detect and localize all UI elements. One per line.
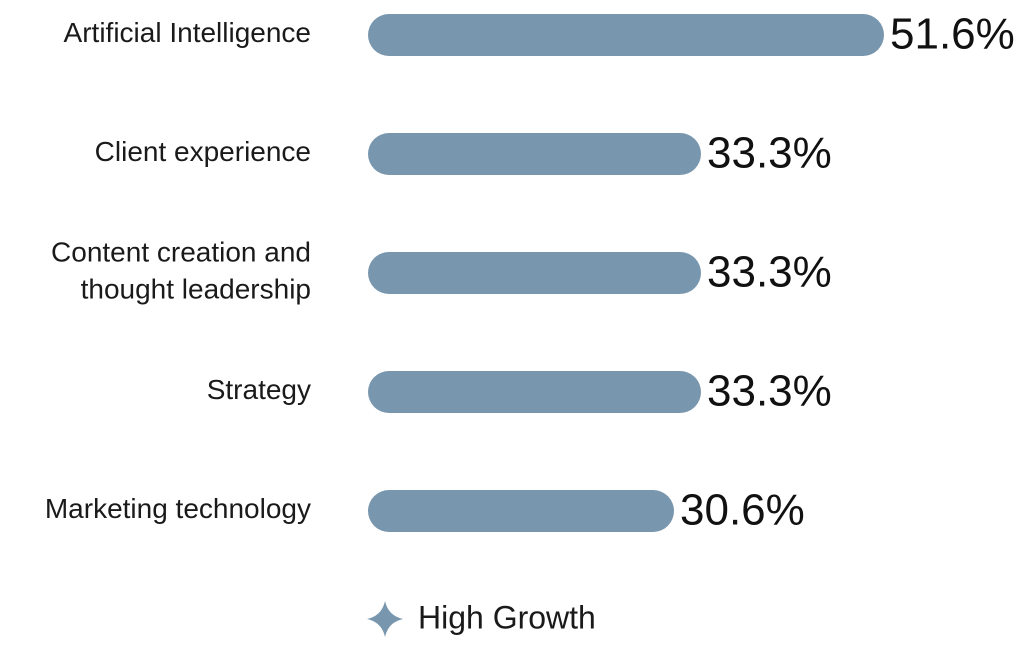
category-label-line: Artificial Intelligence <box>64 17 311 48</box>
bar <box>368 133 701 175</box>
category-label: Marketing technology <box>45 493 311 524</box>
bar <box>368 490 674 532</box>
category-label-line: Strategy <box>207 374 311 405</box>
category-label-line: Marketing technology <box>45 493 311 524</box>
category-label-line: Content creation and <box>51 237 311 268</box>
value-label: 51.6% <box>890 10 1015 59</box>
category-label-line: thought leadership <box>81 274 311 305</box>
legend: High Growth <box>367 599 596 637</box>
category-label-line: Client experience <box>95 136 311 167</box>
category-label: Artificial Intelligence <box>64 17 311 48</box>
value-label: 30.6% <box>680 486 805 535</box>
bar <box>368 371 701 413</box>
category-label: Strategy <box>207 374 311 405</box>
value-label: 33.3% <box>707 367 832 416</box>
value-label: 33.3% <box>707 248 832 297</box>
four-point-star-icon <box>367 601 403 637</box>
bar <box>368 252 701 294</box>
value-label: 33.3% <box>707 129 832 178</box>
legend-label: High Growth <box>418 599 596 635</box>
category-label: Content creation and thought leadership <box>51 237 311 305</box>
category-label: Client experience <box>95 136 311 167</box>
bar <box>368 14 884 56</box>
